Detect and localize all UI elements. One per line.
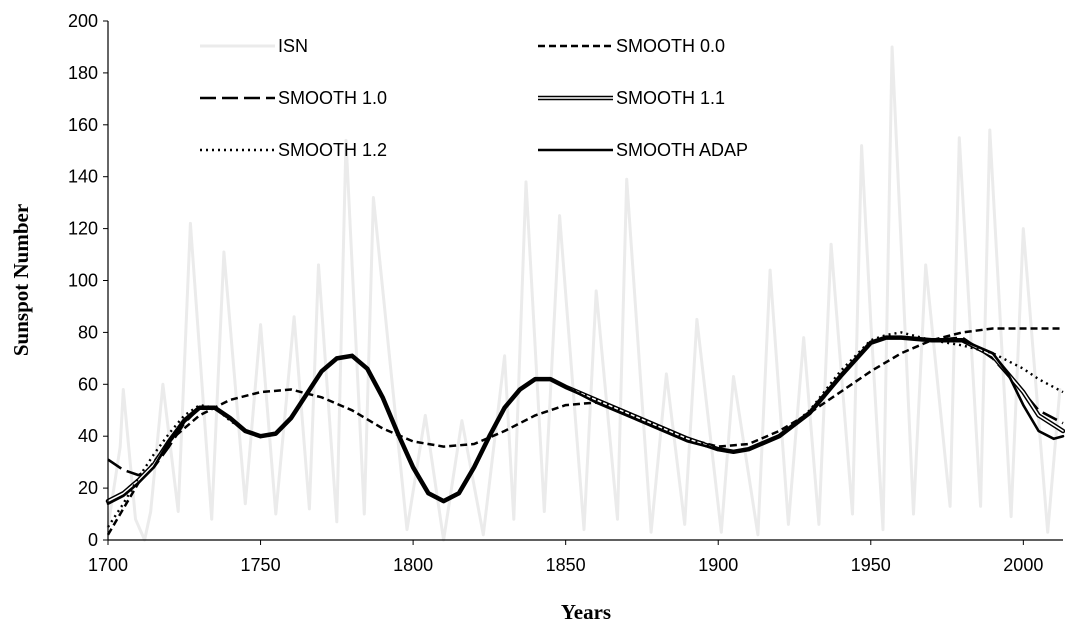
y-tick-label: 120 [68,219,98,239]
legend-label-smooth-0-0: SMOOTH 0.0 [616,36,725,56]
x-tick-label: 1950 [851,555,891,575]
y-tick-label: 20 [78,478,98,498]
plot-area [105,45,1065,542]
y-tick-label: 140 [68,167,98,187]
series-line-smooth-adap [106,336,1065,505]
x-tick-label: 1850 [546,555,586,575]
y-tick-label: 180 [68,63,98,83]
x-tick-label: 1700 [88,555,128,575]
legend-label-smooth-adap: SMOOTH ADAP [616,140,748,160]
y-tick-label: 0 [88,530,98,550]
legend-label-isn: ISN [278,36,308,56]
y-tick-label: 80 [78,322,98,342]
y-tick-label: 160 [68,115,98,135]
y-tick-label: 60 [78,374,98,394]
y-tick-label: 100 [68,271,98,291]
legend-label-smooth-1-2: SMOOTH 1.2 [278,140,387,160]
legend-label-smooth-1-0: SMOOTH 1.0 [278,88,387,108]
y-axis-title: Sunspot Number [9,204,33,356]
x-tick-label: 1750 [241,555,281,575]
legend-label-smooth-1-1: SMOOTH 1.1 [616,88,725,108]
y-tick-label: 200 [68,11,98,31]
series-line-smooth-1-2 [106,331,1064,528]
series-line-isn [106,45,1062,542]
x-tick-label: 1800 [393,555,433,575]
y-tick-label: 40 [78,426,98,446]
x-tick-label: 2000 [1003,555,1043,575]
x-tick-label: 1900 [698,555,738,575]
axes: 0 20 40 60 80 100 120 140 160 180 200 1700 1750 1800 1… [68,11,1063,575]
x-axis-title: Years [561,600,611,624]
legend: ISN SMOOTH 0.0 SMOOTH 1.0 SMOOTH 1.1 SMOOTH … [200,36,748,160]
